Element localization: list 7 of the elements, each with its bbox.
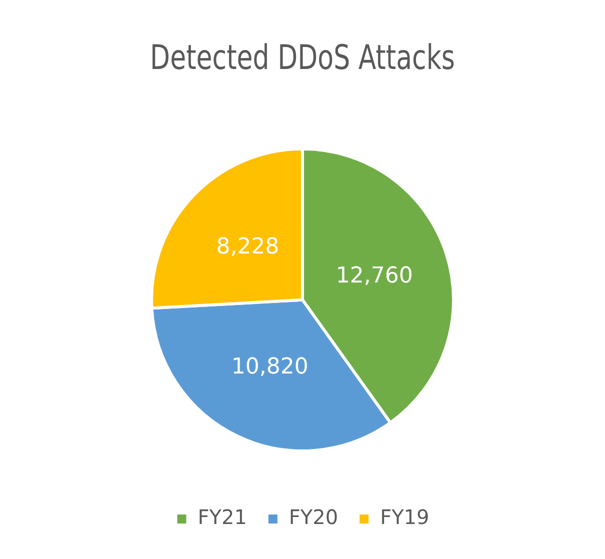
- legend-label: FY20: [288, 505, 338, 530]
- data-label: 8,228: [216, 234, 280, 260]
- chart-title: Detected DDoS Attacks: [150, 38, 455, 78]
- legend-label: FY19: [380, 505, 430, 530]
- legend-label: FY21: [198, 505, 247, 530]
- data-label: 10,820: [231, 354, 308, 380]
- data-label: 12,760: [336, 264, 413, 289]
